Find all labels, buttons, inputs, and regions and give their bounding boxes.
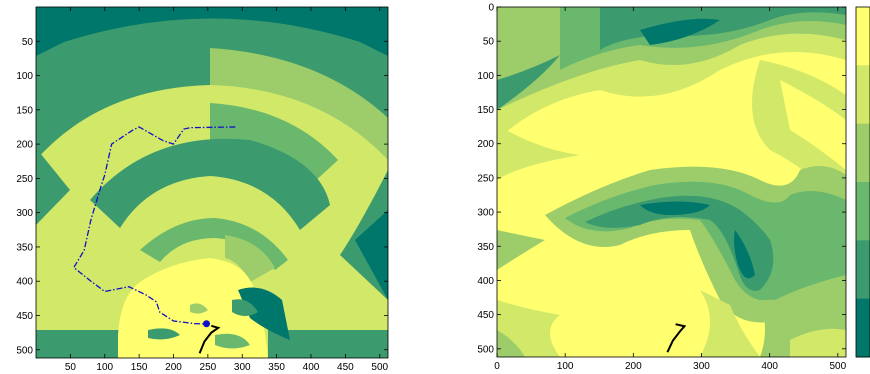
left-y-tick-label: 100: [16, 71, 33, 82]
left-y-tick-label: 450: [16, 311, 33, 322]
left-y-tick-label: 400: [16, 277, 33, 288]
colorbar-frame: [855, 6, 870, 358]
left-planned-path-line: [72, 126, 236, 325]
right-x-tick-label: 200: [625, 361, 642, 372]
right-y-tick-label: 150: [477, 105, 494, 116]
colorbar-segment: [856, 298, 870, 358]
left-axes-frame: [35, 6, 389, 359]
right-heatmap-image: [497, 7, 846, 357]
right-trajectory-line: [666, 323, 687, 353]
left-x-tick-label: 150: [131, 362, 148, 373]
left-x-tick-label: 500: [371, 362, 388, 373]
right-x-tick-label: 300: [693, 361, 710, 372]
left-x-tick-label: 350: [268, 362, 285, 373]
right-axes-frame: [496, 6, 847, 358]
left-y-tick-label: 150: [16, 105, 33, 116]
right-x-tick-label: 400: [761, 361, 778, 372]
right-y-tick-label: 0: [488, 3, 494, 14]
right-y-tick-label: 100: [477, 71, 494, 82]
right-ticks: 0 100 200 300 400 500050100150200250300350400…: [477, 3, 846, 373]
left-trajectory-line: [198, 324, 221, 354]
right-x-tick-label: 0: [494, 361, 500, 372]
left-y-tick-label: 50: [22, 37, 34, 48]
colorbar-segment: [856, 65, 870, 125]
colorbar-segment: [856, 123, 870, 183]
left-x-tick-label: 450: [337, 362, 354, 373]
right-y-tick-label: 50: [483, 37, 495, 48]
left-x-tick-label: 300: [234, 362, 251, 373]
left-y-tick-label: 500: [16, 345, 33, 356]
right-paths: [666, 323, 687, 353]
left-position-marker: [203, 320, 210, 328]
right-x-tick-label: 100: [557, 361, 574, 372]
right-x-tick-label: 500: [829, 361, 846, 372]
left-heatmap-image: [36, 7, 388, 358]
left-x-tick-label: 250: [200, 362, 217, 373]
left-x-tick-label: 100: [96, 362, 113, 373]
left-y-tick-label: 350: [16, 242, 33, 253]
colorbar-segment: [856, 182, 870, 241]
right-y-tick-label: 450: [477, 310, 494, 321]
colorbar: [855, 6, 870, 358]
colorbar-segment: [856, 240, 870, 300]
left-ticks: 50 100 150 200 250 300 350 400 450 500 50 100 150 200…: [16, 7, 389, 373]
right-y-tick-label: 250: [477, 173, 494, 184]
left-paths: [72, 126, 236, 354]
right-y-tick-label: 200: [477, 139, 494, 150]
right-y-tick-label: 500: [477, 344, 494, 355]
right-y-tick-label: 400: [477, 276, 494, 287]
colorbar-segment: [856, 7, 870, 66]
left-y-tick-label: 250: [16, 174, 33, 185]
left-y-tick-label: 200: [16, 140, 33, 151]
left-y-tick-label: 300: [16, 208, 33, 219]
left-x-tick-label: 50: [65, 362, 77, 373]
right-heatmap-panel: 0 100 200 300 400 500050100150200250300350400…: [477, 3, 846, 373]
left-x-tick-label: 200: [165, 362, 182, 373]
right-y-tick-label: 300: [477, 208, 494, 219]
right-y-tick-label: 350: [477, 242, 494, 253]
left-heatmap-panel: 50 100 150 200 250 300 350 400 450 500 50 100 150 200…: [16, 6, 389, 373]
left-x-tick-label: 400: [303, 362, 320, 373]
